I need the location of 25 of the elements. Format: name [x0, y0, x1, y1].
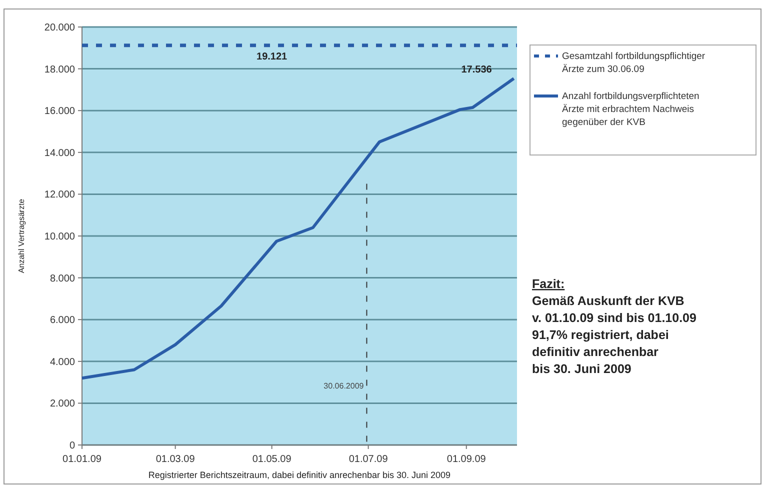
- y-tick-label: 18.000: [44, 64, 76, 76]
- y-tick-label: 2.000: [50, 398, 76, 410]
- annotation: 19.121: [256, 51, 288, 62]
- y-tick-label: 14.000: [44, 148, 76, 159]
- x-tick-label: 01.05.09: [252, 454, 292, 465]
- y-tick-label: 4.000: [50, 356, 76, 368]
- y-tick-label: 6.000: [50, 315, 76, 326]
- x-axis-title: Registrierter Berichtszeitraum, dabei definitiv anrechenbar bis 30. Juni 2009: [148, 470, 451, 480]
- legend-label: Gesamtzahl fortbildungspflichtiger Ärzte zum 30.06.09: [562, 51, 706, 75]
- x-tick-label: 01.09.09: [446, 454, 486, 465]
- y-tick-label: 12.000: [44, 190, 76, 201]
- x-tick-label: 01.03.09: [156, 454, 196, 465]
- y-tick-label: 0: [69, 440, 76, 452]
- legend-label: Anzahl fortbildungsverpflichteten Ärzte mit erbrachtem Nachweis gegenüber der KVB: [562, 91, 700, 128]
- text: Fazit: Gemäß Auskunft der KVB v. 01.10.09 sind bis 01.10.09 91,7% registriert, dabei definitiv anrechenbar bis 30. Juni 2009: [532, 277, 697, 376]
- y-tick-label: 20.000: [44, 22, 76, 34]
- ref-line-label: 30.06.2009: [324, 382, 364, 391]
- x-tick-label: 01.07.09: [348, 454, 388, 465]
- y-axis-title: Anzahl Vertragsärzte: [17, 198, 26, 274]
- x-tick-label: 01.01.09: [62, 454, 102, 465]
- y-tick-label: 16.000: [44, 106, 76, 118]
- y-tick-label: 8.000: [50, 273, 76, 284]
- annotation: 17.536: [461, 64, 492, 76]
- y-tick-label: 10.000: [44, 232, 76, 242]
- line-series: [80, 77, 516, 380]
